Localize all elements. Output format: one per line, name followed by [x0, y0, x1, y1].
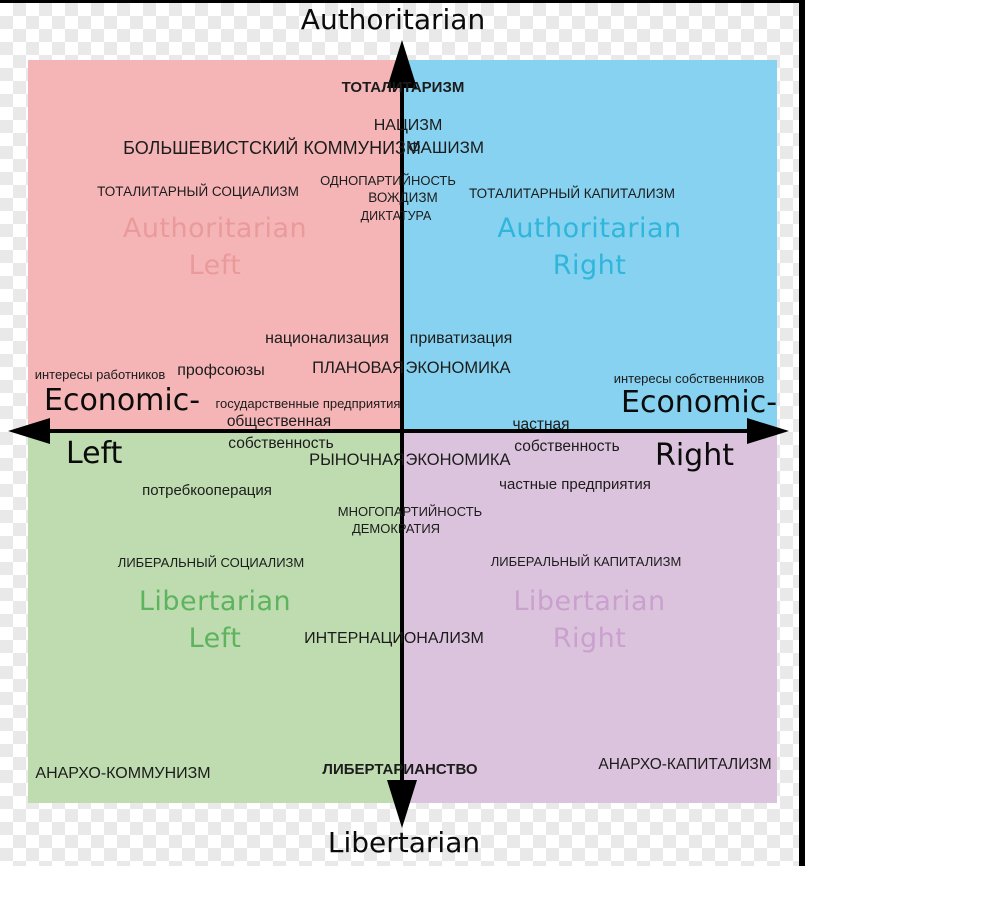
quadrant-title-line2: Left	[188, 623, 242, 654]
compass-label: ЛИБЕРТАРИАНСТВО	[322, 761, 478, 778]
compass-label: общественная	[226, 413, 332, 430]
axis-label-authoritarian: Authoritarian	[300, 3, 486, 36]
compass-label: собственность	[514, 438, 620, 455]
quadrant-authoritarian-right: Authoritarian Right	[402, 60, 777, 433]
compass-label: национализация	[265, 330, 389, 347]
compass-label: РЫНОЧНАЯ	[309, 451, 405, 469]
arrowhead-right-icon	[747, 418, 789, 444]
arrowhead-up-icon	[387, 40, 417, 88]
compass-label: ФАШИЗМ	[407, 138, 485, 157]
quadrant-title-line1: Authoritarian	[497, 213, 682, 244]
axis-label-economic-right-line1: Economic-	[621, 385, 778, 420]
compass-label: ЛИБЕРАЛЬНЫЙ КАПИТАЛИЗМ	[490, 554, 682, 569]
compass-label: ЭКОНОМИКА	[405, 359, 511, 377]
quadrant-libertarian-left: Libertarian Left	[28, 433, 402, 803]
compass-label: АНАРХО-КОММУНИЗМ	[35, 765, 211, 782]
compass-label: потребкооперация	[142, 482, 272, 499]
compass-label: ДЕМОКРАТИЯ	[351, 521, 441, 536]
compass-label: приватизация	[409, 330, 513, 347]
compass-label: ДИКТАТУРА	[360, 209, 432, 223]
compass-label: БОЛЬШЕВИСТСКИЙ КОММУНИЗМ	[123, 138, 421, 158]
compass-label: ОДНОПАРТИЙНОСТЬ	[320, 173, 456, 188]
compass-label: ТОТАЛИТАРНЫЙ СОЦИАЛИЗМ	[97, 184, 299, 199]
compass-label: НАЦИЗМ	[373, 117, 443, 134]
compass-label: профсоюзы	[177, 362, 265, 379]
quadrant-title-line2: Left	[188, 250, 242, 281]
compass-label: ПЛАНОВАЯ	[312, 359, 404, 377]
compass-label: ЛИБЕРАЛЬНЫЙ СОЦИАЛИЗМ	[117, 555, 305, 570]
compass-label: ТОТАЛИТАРИЗМ	[341, 79, 465, 96]
compass-label: частная	[512, 416, 570, 433]
axis-label-economic-right-line2: Right	[655, 438, 734, 473]
compass-label: интересы работников	[34, 367, 166, 382]
quadrant-title-line2: Right	[552, 250, 627, 281]
compass-label: ТОТАЛИТАРНЫЙ КАПИТАЛИЗМ	[469, 186, 675, 201]
quadrant-title-line1: Libertarian	[513, 586, 666, 617]
quadrant-title: Authoritarian Right	[402, 210, 777, 284]
compass-label: частные предприятия	[499, 476, 651, 493]
horizontal-axis-line	[30, 429, 760, 433]
compass-label: ИНТЕРНАЦИОНАЛИЗМ	[304, 630, 484, 647]
quadrant-title-line1: Libertarian	[138, 586, 292, 617]
arrowhead-down-icon	[387, 780, 417, 828]
axis-label-economic-left-line1: Economic-	[44, 383, 201, 418]
vertical-axis-line	[400, 52, 404, 788]
quadrant-title: Libertarian Left	[28, 583, 402, 657]
compass-label: ВОЖДИЗМ	[368, 190, 438, 205]
axis-label-libertarian: Libertarian	[327, 826, 481, 859]
compass-label: АНАРХО-КАПИТАЛИЗМ	[598, 756, 772, 773]
quadrant-title: Authoritarian Left	[28, 210, 402, 284]
quadrant-libertarian-right: Libertarian Right	[402, 433, 777, 803]
quadrant-authoritarian-left: Authoritarian Left	[28, 60, 402, 433]
compass-label: государственные предприятия	[215, 396, 401, 411]
quadrant-title: Libertarian Right	[402, 583, 777, 657]
compass-label: МНОГОПАРТИЙНОСТЬ	[337, 504, 483, 519]
axis-label-economic-left-line2: Left	[66, 436, 123, 471]
quadrant-title-line2: Right	[552, 623, 627, 654]
compass-label: интересы собственников	[613, 371, 765, 386]
arrowhead-left-icon	[8, 418, 50, 444]
quadrant-title-line1: Authoritarian	[122, 213, 308, 244]
compass-label: ЭКОНОМИКА	[405, 451, 511, 469]
compass-label: собственность	[228, 435, 334, 452]
